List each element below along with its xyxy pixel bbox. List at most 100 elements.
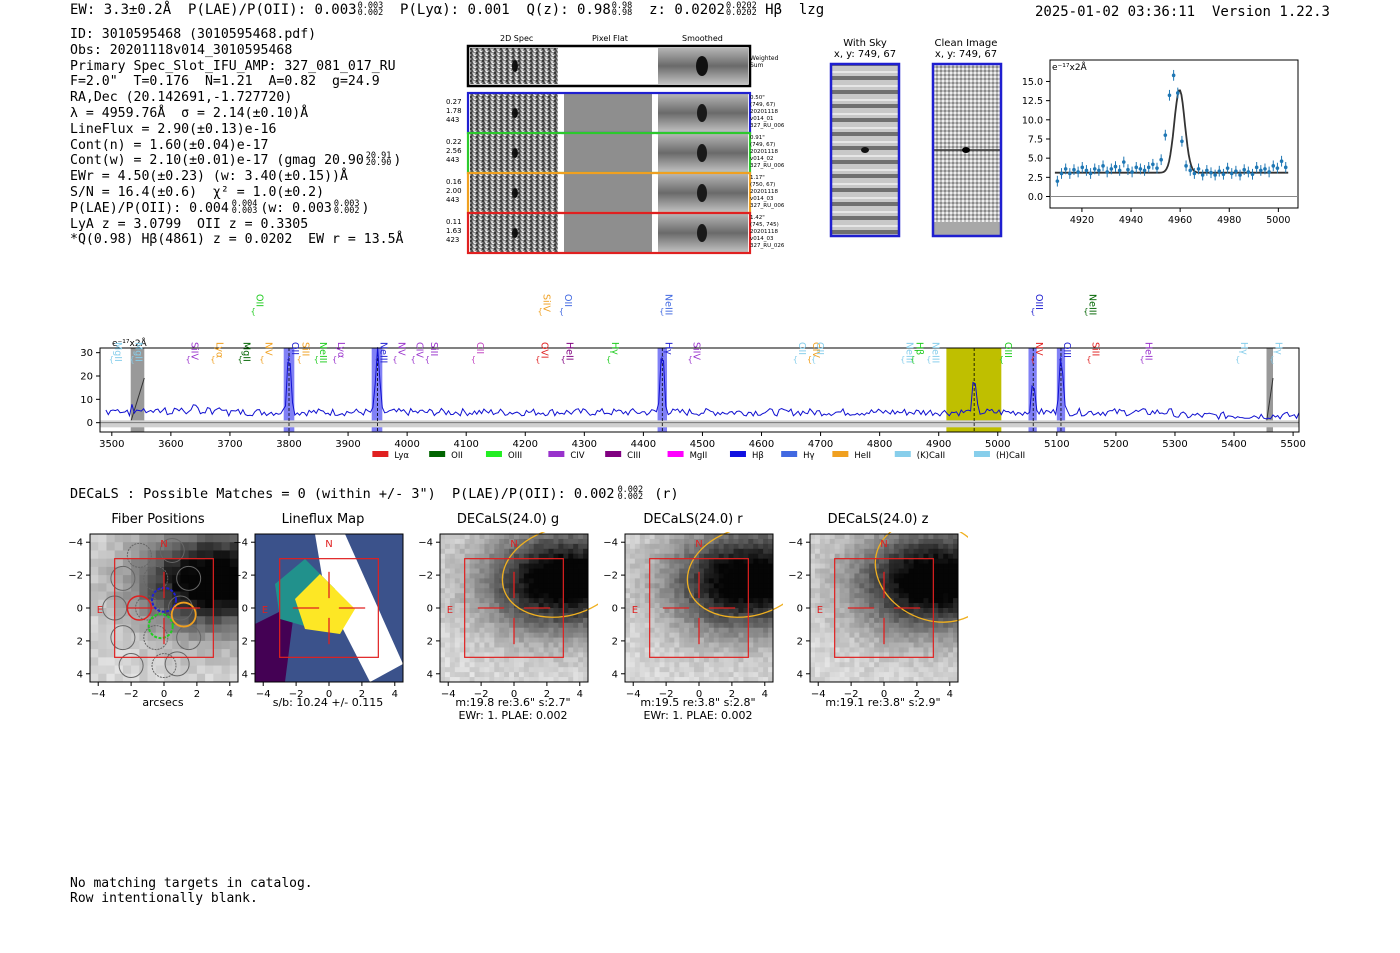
cutout-stat-1-2: 443 xyxy=(446,156,460,164)
decals-east-3: E xyxy=(632,605,638,616)
fit-point-9 xyxy=(1092,167,1097,171)
fit-point-18 xyxy=(1130,170,1134,174)
decals-ytick-label-0-2: 0 xyxy=(77,604,83,615)
spec-line-brace-25: { xyxy=(807,355,812,364)
header-qz: Q(z): 0.98 xyxy=(526,2,611,18)
cutout-col-title-smoothed: Smoothed xyxy=(682,34,723,43)
spec-line-brace-0: { xyxy=(109,355,114,364)
decals-xtick-label-4-2: 0 xyxy=(881,689,887,700)
decals-panel-image-0: N E −4 4 −2 2 0 0 2 −2 4 −4 xyxy=(68,533,239,700)
spec-legend-label-7: Hγ xyxy=(803,451,814,461)
cutout-meta-0: 0.50" (749, 67) 20201118 v014_01 327_RU_006 xyxy=(750,95,784,130)
spec-line-label-36: HeII xyxy=(1142,342,1153,361)
spec-line-label-6: NV xyxy=(262,342,273,356)
spec-line-brace-24: { xyxy=(793,355,798,364)
decals-panel-image-2: N E −4 4 −2 2 0 0 2 −2 4 −4 xyxy=(418,532,598,700)
info-lineflux: LineFlux = 2.90(±0.13)e-16 xyxy=(70,121,277,137)
spec-masked-hatch-0 xyxy=(130,377,145,423)
fit-point-55 xyxy=(1283,165,1288,170)
decals-pixels-2 xyxy=(440,534,589,683)
fit-point-21 xyxy=(1142,168,1147,173)
fit-point-51 xyxy=(1267,170,1271,174)
fit-point-25 xyxy=(1159,157,1163,162)
cutout-meta-1-3: v014_02 xyxy=(750,156,774,162)
spec-line-brace-18: { xyxy=(559,307,564,316)
detection-info: ID: 3010595468 (3010595468.pdf) Obs: 202… xyxy=(70,27,403,248)
decals-ytick-label-4-2: 0 xyxy=(797,604,803,615)
fit-point-53 xyxy=(1275,166,1280,170)
cutout-stat-3-2: 423 xyxy=(446,236,460,244)
decals-panel-sub1-2: m:19.8 re:3.6" s:2.7" xyxy=(455,696,571,709)
spec-line-label-3: Lyα xyxy=(213,342,224,358)
spec-line-brace-16: { xyxy=(535,355,540,364)
spec-xtick-label-1: 3600 xyxy=(158,439,183,450)
spec-line-brace-20: { xyxy=(606,355,611,364)
cutout-meta-0-3: v014_01 xyxy=(750,116,774,122)
spec-line-label-1: MgII xyxy=(132,342,143,362)
decals-xtick-label-0-3: 2 xyxy=(194,689,200,700)
header-plya: P(Lyα): 0.001 xyxy=(400,2,510,18)
spec-legend-swatch-8 xyxy=(832,451,849,457)
fit-point-6 xyxy=(1080,165,1085,170)
cutout-rows xyxy=(466,91,752,255)
spec-line-brace-22: { xyxy=(659,307,664,316)
cutout-col-title-2dspec: 2D Spec xyxy=(500,34,534,43)
spec-line-brace-30: { xyxy=(999,355,1004,364)
decals-ytick-label-3-2: 0 xyxy=(612,604,618,615)
fit-point-17 xyxy=(1126,167,1130,172)
decals-ytick-label-1-0: 4 xyxy=(242,669,248,680)
spec-line-brace-17: { xyxy=(538,307,543,316)
spec-line-brace-9: { xyxy=(314,355,319,364)
fit-point-39 xyxy=(1217,169,1222,173)
decals-box-1 xyxy=(279,558,379,658)
spec-line-label-27: NeIII xyxy=(903,342,914,363)
cutout-stats-0: 0.27 1.78 443 xyxy=(446,98,462,125)
spec-line-band-3 xyxy=(1028,348,1037,432)
spec-line-brace-13: { xyxy=(411,355,416,364)
spec-line-label-10: Lyα xyxy=(335,342,346,358)
fit-point-34 xyxy=(1196,167,1201,171)
header-z-sup: 0.0202 xyxy=(725,1,757,11)
fit-point-12 xyxy=(1105,170,1109,174)
spec-legend-swatch-1 xyxy=(429,451,446,457)
fit-point-40 xyxy=(1221,172,1226,177)
spec-line-label-28: Hβ xyxy=(913,342,924,355)
spec-xtick-label-16: 5100 xyxy=(1044,439,1069,450)
decals-east-2: E xyxy=(447,605,453,616)
fit-point-4 xyxy=(1072,167,1076,172)
spec-line-brace-15: { xyxy=(471,355,476,364)
info-plae-end: ) xyxy=(361,200,370,216)
with-sky-source xyxy=(861,147,869,153)
info-params: F=2.0" T=0.176 N=1.21 A=0.82 g=24.9 xyxy=(70,74,380,90)
decals-north-1: N xyxy=(325,539,332,550)
fit-point-7 xyxy=(1084,168,1089,173)
decals-panel-sub2-2: EWr: 1. PLAE: 0.002 xyxy=(458,709,568,722)
fit-point-37 xyxy=(1209,170,1213,175)
spec-line-label-19: HeII xyxy=(564,342,575,361)
spec-line-label-37: Hγ xyxy=(1238,342,1249,355)
fit-point-10 xyxy=(1097,168,1101,173)
header-plae-sub: 0.002 xyxy=(357,8,384,18)
cutouts-panel: 2D Spec Pixel Flat Smoothed xyxy=(440,32,800,257)
decals-xtick-label-4-3: 2 xyxy=(914,689,920,700)
spec-line-label-30: OIII xyxy=(1002,342,1013,358)
fit-point-29 xyxy=(1175,91,1180,95)
fit-point-43 xyxy=(1234,169,1238,173)
spec-legend-label-6: Hβ xyxy=(752,451,764,461)
decals-header: DECaLS : Possible Matches = 0 (within +/… xyxy=(70,486,679,502)
spec-line-brace-12: { xyxy=(392,355,397,364)
decals-xtick-label-0-1: −2 xyxy=(124,689,139,700)
spec-ytick-label-0: 0 xyxy=(87,418,93,429)
decals-panel-title-2: DECaLS(24.0) g xyxy=(456,512,560,527)
fit-point-35 xyxy=(1200,173,1205,177)
with-sky-title: With Sky x, y: 749, 67 xyxy=(825,38,905,60)
spec-line-label-4: MgII xyxy=(241,342,252,362)
spec-line-label-18: OII xyxy=(562,294,573,307)
header-z: z: 0.0202 xyxy=(649,2,725,18)
fit-ytick-label-6: 15.0 xyxy=(1022,77,1043,88)
spec-line-band-1 xyxy=(371,348,383,432)
spec-legend-label-9: (K)CaII xyxy=(917,451,945,461)
spec-xtick-label-2: 3700 xyxy=(217,439,242,450)
spec-line-label-8: SiII xyxy=(300,342,311,356)
cutout-meta-0-2: 20201118 xyxy=(750,109,778,115)
